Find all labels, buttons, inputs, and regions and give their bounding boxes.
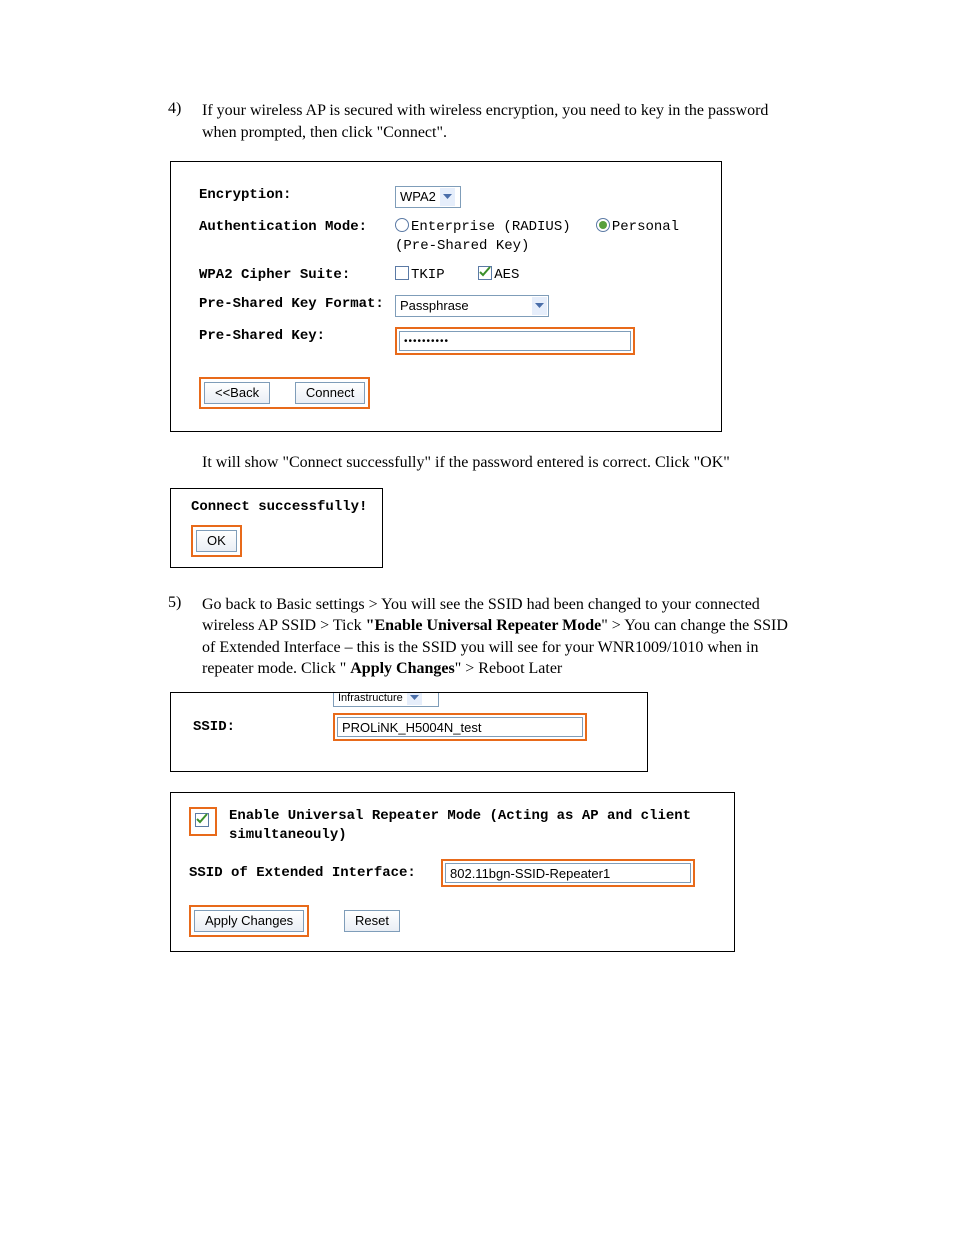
row-cipher: WPA2 Cipher Suite: TKIP AES [199,266,693,285]
ssid-panel: Infrastructure SSID: PROLiNK_H5004N_test [170,692,648,772]
row-psk-format: Pre-Shared Key Format: Passphrase [199,295,693,317]
ssid-extended-input[interactable]: 802.11bgn-SSID-Repeater1 [445,863,691,883]
row-ssid-extended: SSID of Extended Interface: 802.11bgn-SS… [189,859,718,887]
step-4-after-text: It will show "Connect successfully" if t… [202,452,804,474]
network-type-select-fragment[interactable]: Infrastructure [333,692,439,707]
connect-button[interactable]: Connect [295,382,365,404]
network-type-select-text-fragment: Infrastructure [334,692,407,704]
connect-success-button-row: OK [191,525,370,557]
check-enable-repeater[interactable] [195,813,209,827]
back-button[interactable]: <<Back [204,382,270,404]
row-buttons: <<Back Connect [199,377,693,409]
step-5: 5) Go back to Basic settings > You will … [168,594,804,680]
value-auth-mode: Enterprise (RADIUS) Personal (Pre-Shared… [395,218,693,256]
value-psk-format: Passphrase [395,295,693,317]
label-auth-mode: Authentication Mode: [199,218,395,236]
label-network-type-fragment [193,693,333,703]
step-5-text-p4: " > Reboot Later [455,660,563,677]
reset-button[interactable]: Reset [344,910,400,932]
step-5-number: 5) [168,594,202,680]
highlight-enable-check [189,807,217,836]
step-4-text: If your wireless AP is secured with wire… [202,100,804,143]
step-4: 4) If your wireless AP is secured with w… [168,100,804,143]
highlight-back-connect: <<Back Connect [199,377,370,409]
encryption-select[interactable]: WPA2 [395,186,461,208]
row-encryption: Encryption: WPA2 [199,186,693,208]
connect-success-panel: Connect successfully! OK [170,488,383,568]
radio-enterprise[interactable] [395,218,409,232]
highlight-apply: Apply Changes [189,905,309,937]
highlight-ok: OK [191,525,242,557]
radio-enterprise-label: Enterprise (RADIUS) [411,219,571,235]
label-ssid-extended: SSID of Extended Interface: [189,865,441,881]
psk-format-select-text: Passphrase [396,297,532,315]
encryption-panel: Encryption: WPA2 Authentication Mode: En… [170,161,722,432]
apply-changes-button[interactable]: Apply Changes [194,910,304,932]
row-apply-reset: Apply Changes Reset [189,905,718,937]
step-5-text-bold-3: Apply Changes [350,660,454,677]
radio-personal[interactable] [596,218,610,232]
check-tkip-label: TKIP [411,267,445,283]
ok-button[interactable]: OK [196,530,237,552]
row-ssid: SSID: PROLiNK_H5004N_test [193,713,587,741]
enable-repeater-text: Enable Universal Repeater Mode (Acting a… [229,807,718,845]
value-cipher: TKIP AES [395,266,693,285]
value-psk: •••••••••• [395,327,693,355]
ssid-input[interactable]: PROLiNK_H5004N_test [337,717,583,737]
label-psk-format: Pre-Shared Key Format: [199,295,395,313]
label-encryption: Encryption: [199,186,395,204]
check-tkip[interactable] [395,266,409,280]
highlight-ssid: PROLiNK_H5004N_test [333,713,587,741]
label-ssid: SSID: [193,719,333,735]
step-5-text: Go back to Basic settings > You will see… [202,594,804,680]
highlight-ssid-extended: 802.11bgn-SSID-Repeater1 [441,859,695,887]
check-aes[interactable] [478,266,492,280]
chevron-down-icon [407,692,422,705]
repeater-panel: Enable Universal Repeater Mode (Acting a… [170,792,735,952]
row-psk: Pre-Shared Key: •••••••••• [199,327,693,355]
check-aes-label: AES [494,267,519,283]
step-4-number: 4) [168,100,202,143]
chevron-down-icon [532,297,547,315]
chevron-down-icon [440,188,455,206]
document-page: 4) If your wireless AP is secured with w… [0,0,954,1012]
connect-success-message: Connect successfully! [191,499,370,515]
row-enable-repeater: Enable Universal Repeater Mode (Acting a… [189,807,718,845]
row-network-type-cut: Infrastructure [193,692,635,713]
label-psk: Pre-Shared Key: [199,327,395,345]
label-cipher: WPA2 Cipher Suite: [199,266,395,284]
row-auth-mode: Authentication Mode: Enterprise (RADIUS)… [199,218,693,256]
highlight-psk: •••••••••• [395,327,635,355]
psk-format-select[interactable]: Passphrase [395,295,549,317]
step-5-text-bold-1: "Enable Universal Repeater Mode [366,617,602,634]
encryption-select-text: WPA2 [396,188,440,206]
psk-input[interactable]: •••••••••• [399,331,631,351]
value-encryption: WPA2 [395,186,693,208]
